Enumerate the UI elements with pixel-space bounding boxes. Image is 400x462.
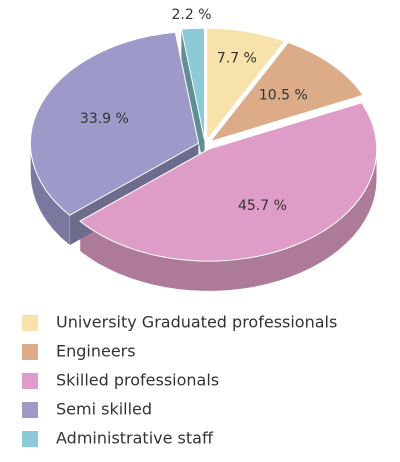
value-labels: 7.7 % 10.5 % 45.7 % 33.9 % 2.2 % xyxy=(80,7,308,214)
legend-label: Semi skilled xyxy=(56,400,152,419)
value-label: 33.9 % xyxy=(80,111,129,127)
legend-swatch xyxy=(22,315,38,331)
legend: University Graduated professionals Engine… xyxy=(22,313,337,448)
value-label: 2.2 % xyxy=(172,7,212,23)
pie-slice xyxy=(29,31,200,216)
legend-label: University Graduated professionals xyxy=(56,313,337,332)
legend-label: Administrative staff xyxy=(56,429,214,448)
legend-swatch xyxy=(22,344,38,360)
pie-slice xyxy=(180,27,206,141)
pie-tops xyxy=(29,27,378,262)
value-label: 7.7 % xyxy=(217,51,257,67)
legend-swatch xyxy=(22,402,38,418)
value-label: 10.5 % xyxy=(259,87,308,103)
legend-swatch xyxy=(22,373,38,389)
pie-slice xyxy=(206,27,286,142)
legend-label: Engineers xyxy=(56,342,136,361)
pie-slice xyxy=(208,41,364,143)
slice-face xyxy=(181,29,205,171)
legend-swatch xyxy=(22,431,38,447)
value-label: 45.7 % xyxy=(238,198,287,214)
pie-slice xyxy=(79,102,378,262)
legend-label: Skilled professionals xyxy=(56,371,219,390)
